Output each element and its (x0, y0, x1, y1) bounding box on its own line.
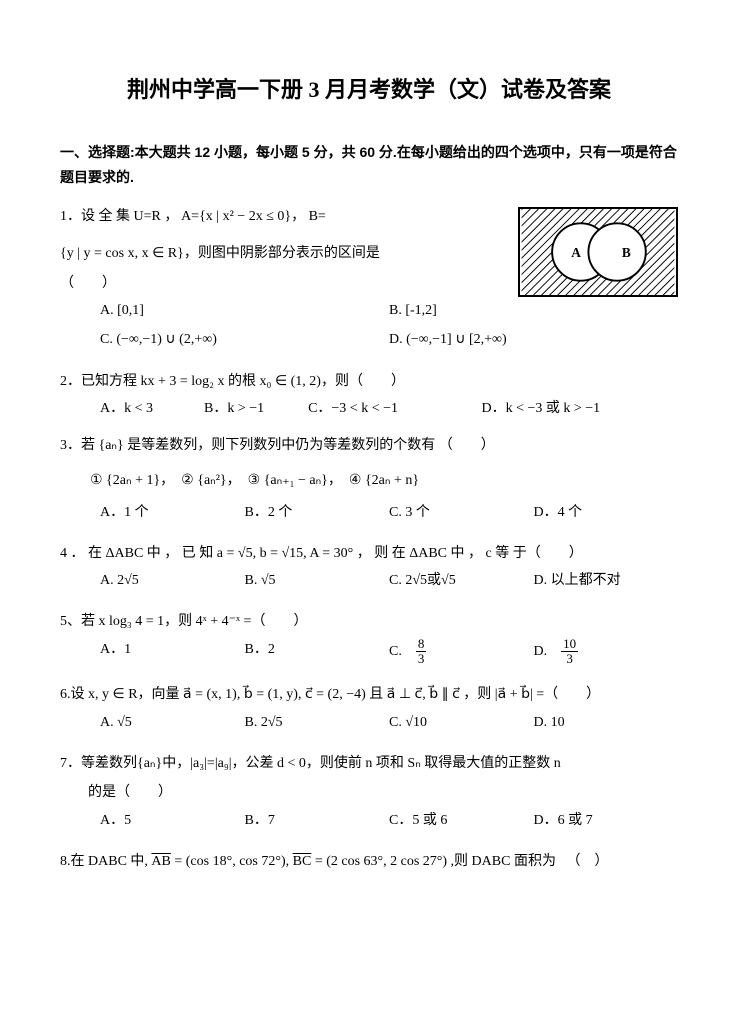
venn-label-b: B (622, 245, 631, 260)
q6-opt-c: C. √10 (389, 710, 534, 735)
q4-opt-b: B. √5 (245, 568, 390, 593)
q3-opt-c: C. 3 个 (389, 500, 534, 525)
q3-opt-d: D．4 个 (534, 500, 679, 525)
q3-text: 3．若 {aₙ} 是等差数列，则下列数列中仍为等差数列的个数有 （ ） (60, 431, 678, 460)
q6-opt-a: A. √5 (100, 710, 245, 735)
q2-opt-b: B．k > −1 (204, 396, 308, 421)
q8-text: 8.在 DABC 中, AB = (cos 18°, cos 72°), BC … (60, 847, 678, 876)
q4-opt-d: D. 以上都不对 (534, 568, 679, 593)
page-title: 荆州中学高一下册 3 月月考数学（文）试卷及答案 (60, 70, 678, 110)
q7-text: 7．等差数列{aₙ}中，|a₃|=|a₉|，公差 d < 0，则使前 n 项和 … (60, 749, 678, 778)
q2-opt-c: C．−3 < k < −1 (308, 396, 481, 421)
q3-opt-a: A．1 个 (100, 500, 245, 525)
section-header-1: 一、选择题:本大题共 12 小题，每小题 5 分，共 60 分.在每小题给出的四… (60, 140, 678, 190)
question-3: 3．若 {aₙ} 是等差数列，则下列数列中仍为等差数列的个数有 （ ） ① {2… (60, 431, 678, 529)
q2-text: 2．已知方程 kx + 3 = log₂ x 的根 x₀ ∈ (1, 2)，则（… (60, 367, 678, 396)
q5-opt-d: D. 103 (534, 637, 679, 667)
question-2: 2．已知方程 kx + 3 = log₂ x 的根 x₀ ∈ (1, 2)，则（… (60, 367, 678, 422)
q1-opt-d: D. (−∞,−1] ∪ [2,+∞) (389, 327, 678, 352)
q5-opt-c: C. 83 (389, 637, 534, 667)
q4-opt-c: C. 2√5或√5 (389, 568, 534, 593)
q1-opt-b: B. [-1,2] (389, 298, 678, 323)
q3-subs: ① {2aₙ + 1}， ② {aₙ²}， ③ {aₙ₊₁ − aₙ}， ④ {… (60, 468, 678, 493)
question-1: A B 1．设 全 集 U=R ， A={x | x² − 2x ≤ 0}， B… (60, 202, 678, 357)
q7-text2: 的是（ ） (60, 778, 678, 807)
q7-opt-c: C．5 或 6 (389, 808, 534, 833)
q7-opt-a: A．5 (100, 808, 245, 833)
q1-opt-c: C. (−∞,−1) ∪ (2,+∞) (100, 327, 389, 352)
q4-opt-a: A. 2√5 (100, 568, 245, 593)
venn-diagram: A B (518, 207, 678, 297)
q5-opt-a: A．1 (100, 637, 245, 667)
q2-opt-d: D．k < −3 或 k > −1 (481, 396, 654, 421)
q4-text: 4 ． 在 ΔABC 中 ， 已 知 a = √5, b = √15, A = … (60, 539, 678, 568)
q2-opt-a: A．k < 3 (100, 396, 204, 421)
question-8: 8.在 DABC 中, AB = (cos 18°, cos 72°), BC … (60, 847, 678, 876)
q6-opt-d: D. 10 (534, 710, 679, 735)
q6-text: 6.设 x, y ∈ R，向量 a⃗ = (x, 1), b⃗ = (1, y)… (60, 680, 678, 709)
q5-opt-b: B．2 (245, 637, 390, 667)
question-6: 6.设 x, y ∈ R，向量 a⃗ = (x, 1), b⃗ = (1, y)… (60, 680, 678, 739)
q3-opt-b: B．2 个 (245, 500, 390, 525)
q1-opt-a: A. [0,1] (100, 298, 389, 323)
q7-opt-d: D．6 或 7 (534, 808, 679, 833)
q7-opt-b: B．7 (245, 808, 390, 833)
q6-opt-b: B. 2√5 (245, 710, 390, 735)
question-7: 7．等差数列{aₙ}中，|a₃|=|a₉|，公差 d < 0，则使前 n 项和 … (60, 749, 678, 837)
venn-label-a: A (571, 245, 581, 260)
question-4: 4 ． 在 ΔABC 中 ， 已 知 a = √5, b = √15, A = … (60, 539, 678, 598)
question-5: 5、若 x log₃ 4 = 1，则 4ˣ + 4⁻ˣ =（ ） A．1 B．2… (60, 607, 678, 670)
q5-text: 5、若 x log₃ 4 = 1，则 4ˣ + 4⁻ˣ =（ ） (60, 607, 678, 636)
